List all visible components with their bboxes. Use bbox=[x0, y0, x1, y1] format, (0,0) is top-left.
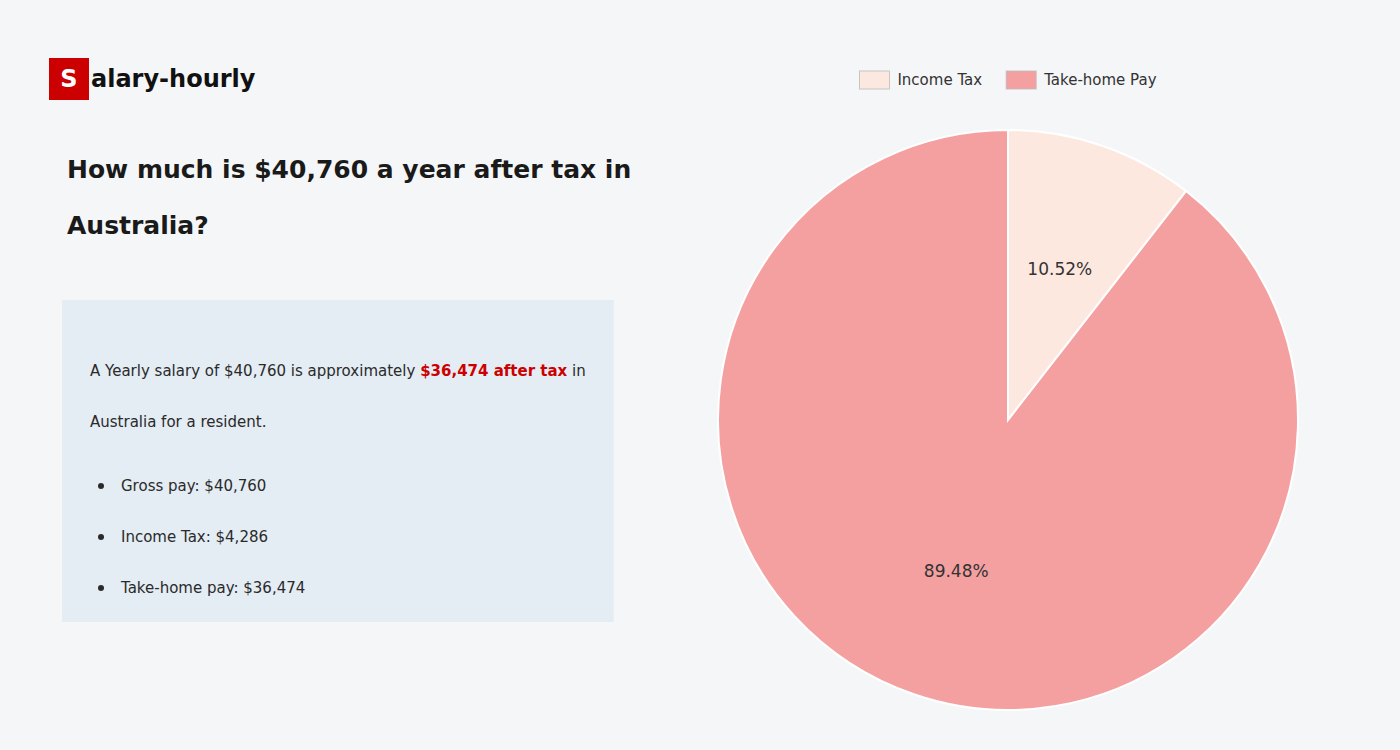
bullet bbox=[98, 534, 104, 540]
legend-swatch bbox=[1006, 71, 1036, 89]
info-box-bg bbox=[62, 300, 614, 622]
logo: Salary-hourly bbox=[49, 58, 256, 100]
legend-item: Income Tax bbox=[859, 71, 982, 89]
info-line: A Yearly salary of $40,760 is approximat… bbox=[90, 362, 586, 380]
pie bbox=[718, 130, 1298, 710]
info-highlight: $36,474 after tax bbox=[420, 362, 567, 380]
chart: Salary-hourly How much is $40,760 a year … bbox=[0, 0, 1400, 750]
background bbox=[0, 0, 1400, 750]
legend-item: Take-home Pay bbox=[1006, 71, 1157, 89]
bullet bbox=[98, 585, 104, 591]
title-line: Australia? bbox=[67, 211, 209, 240]
bullet-text: Take-home pay: $36,474 bbox=[120, 579, 305, 597]
logo-letter: S bbox=[60, 65, 77, 93]
legend-swatch bbox=[859, 71, 889, 89]
data-labels: 10.52% 89.48% bbox=[924, 259, 1092, 581]
title-line: How much is $40,760 a year after tax in bbox=[67, 155, 631, 184]
legend-label: Take-home Pay bbox=[1043, 71, 1157, 89]
logo-text: alary-hourly bbox=[91, 65, 256, 93]
bullet-text: Income Tax: $4,286 bbox=[121, 528, 268, 546]
info-text: A Yearly salary of $40,760 is approximat… bbox=[90, 362, 420, 380]
legend-label: Income Tax bbox=[897, 71, 982, 89]
data-label: 89.48% bbox=[924, 561, 989, 581]
title: How much is $40,760 a year after tax in A… bbox=[67, 155, 631, 240]
pie-slice bbox=[718, 130, 1298, 710]
legend: Income Tax Take-home Pay bbox=[859, 71, 1156, 89]
info-box: A Yearly salary of $40,760 is approximat… bbox=[62, 300, 614, 622]
data-label: 10.52% bbox=[1027, 259, 1092, 279]
info-line: Australia for a resident. bbox=[90, 413, 266, 431]
bullet-text: Gross pay: $40,760 bbox=[121, 477, 266, 495]
bullet bbox=[98, 483, 104, 489]
logo-box bbox=[49, 58, 89, 100]
info-text: in bbox=[567, 362, 585, 380]
